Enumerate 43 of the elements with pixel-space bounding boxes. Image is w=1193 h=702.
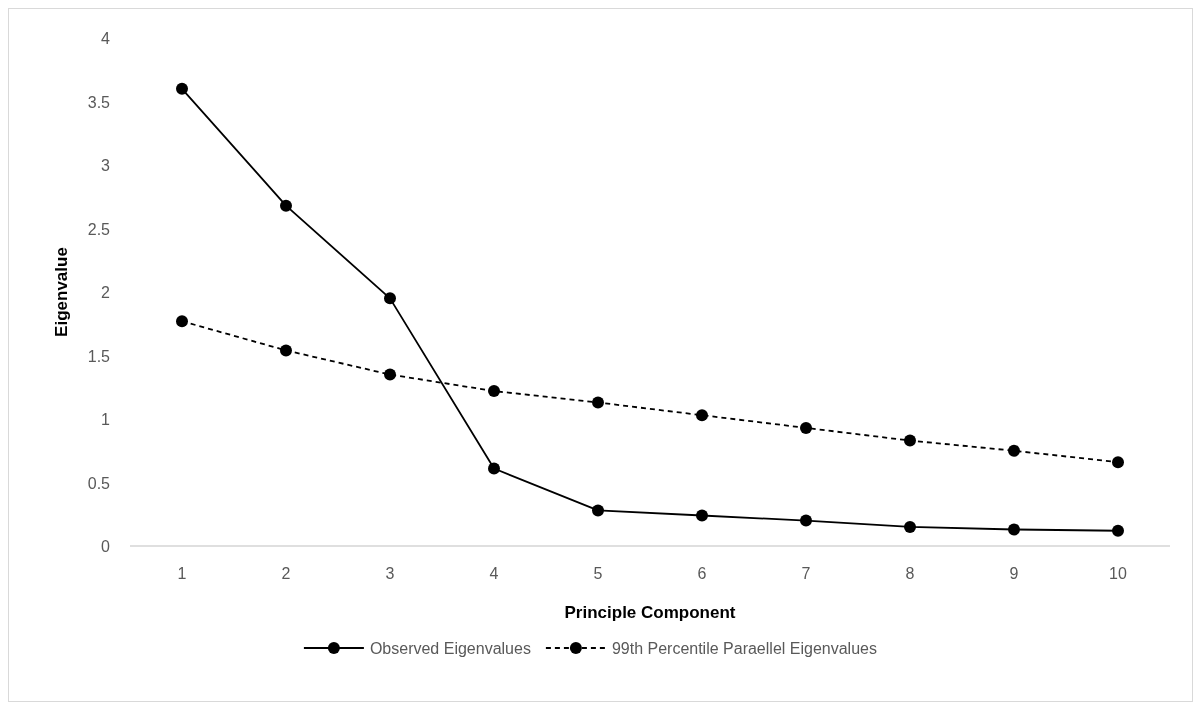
point: [176, 82, 188, 95]
x-tick-label: 1: [177, 565, 187, 582]
point: [904, 434, 916, 447]
point: [176, 315, 188, 328]
legend-label: Observed Eigenvalues: [369, 640, 531, 657]
point: [384, 292, 396, 305]
x-tick-label: 6: [697, 565, 707, 582]
x-tick-label: 8: [905, 565, 915, 582]
x-tick-label: 7: [801, 565, 811, 582]
y-tick-label: 0.5: [87, 474, 111, 492]
point: [488, 462, 500, 475]
y-tick-label: 3: [101, 157, 111, 174]
y-tick-label: 3.5: [87, 93, 111, 111]
point: [696, 509, 708, 522]
x-tick-label: 2: [281, 565, 291, 582]
y-tick-label: 2.5: [87, 220, 111, 238]
y-tick-label: 4: [101, 30, 111, 47]
y-tick-label: 1: [101, 411, 111, 428]
x-tick-label: 10: [1109, 565, 1127, 582]
y-axis-title: Eigenvalue: [52, 247, 71, 337]
point: [384, 368, 396, 381]
y-tick-label: 1.5: [87, 347, 111, 365]
point: [592, 396, 604, 409]
x-axis-title: Principle Component: [564, 603, 736, 622]
y-tick-label: 0: [101, 538, 111, 555]
legend-label: 99th Percentile Paraellel Eigenvalues: [611, 640, 877, 657]
point: [800, 421, 812, 434]
point: [1008, 444, 1020, 457]
point: [696, 409, 708, 422]
x-tick-label: 4: [489, 565, 499, 582]
x-tick-label: 3: [385, 565, 395, 582]
y-tick-label: 2: [101, 284, 111, 301]
point: [800, 514, 812, 527]
point: [488, 385, 500, 398]
point: [280, 344, 292, 357]
x-tick-label: 9: [1009, 565, 1019, 582]
x-tick-label: 5: [593, 565, 603, 582]
point: [1112, 456, 1124, 469]
point: [904, 520, 916, 533]
point: [592, 504, 604, 517]
point: [280, 199, 292, 212]
point: [1112, 524, 1124, 537]
point: [1008, 523, 1020, 536]
